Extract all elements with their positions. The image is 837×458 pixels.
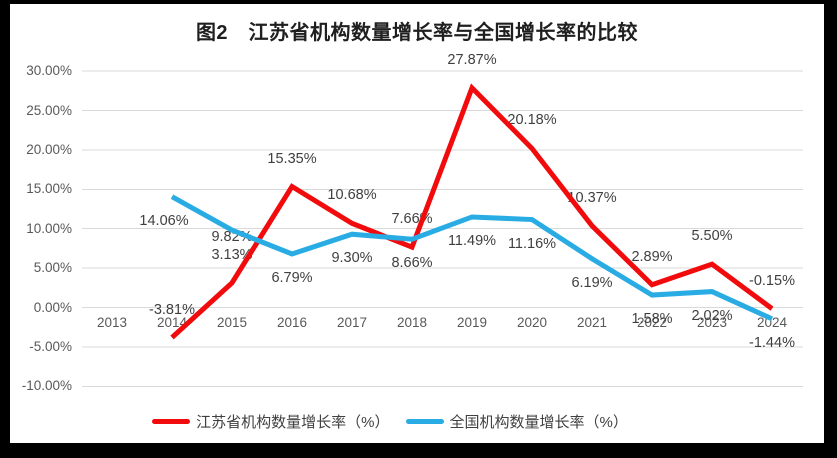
legend-item-national: 全国机构数量增长率（%） <box>405 411 628 432</box>
data-label: 5.50% <box>691 228 733 245</box>
y-tick-label: -5.00% <box>29 338 72 354</box>
legend: 江苏省机构数量增长率（%） 全国机构数量增长率（%） <box>0 411 797 432</box>
series-line-jiangsu <box>170 83 774 340</box>
legend-label-jiangsu: 江苏省机构数量增长率（%） <box>196 414 390 431</box>
data-label: 2.89% <box>631 248 673 265</box>
data-label: 6.19% <box>571 274 613 291</box>
data-label: 9.82% <box>211 229 253 246</box>
y-tick-label: 10.00% <box>26 220 72 236</box>
legend-line-red-icon <box>152 419 191 424</box>
chart-area: 图2 江苏省机构数量增长率与全国增长率的比较 30.00% 25.00% 20.00… <box>10 4 824 443</box>
x-tick-label: 2019 <box>456 315 488 330</box>
data-label: 20.18% <box>507 112 557 129</box>
data-label: 6.79% <box>271 269 313 286</box>
data-label: 2.02% <box>691 307 733 324</box>
data-label: -0.15% <box>749 272 795 289</box>
x-tick-label: 2018 <box>396 315 428 330</box>
data-label: -3.81% <box>149 301 195 318</box>
legend-label-national: 全国机构数量增长率（%） <box>449 414 628 431</box>
data-label: -1.44% <box>749 334 795 351</box>
y-tick-label: -10.00% <box>21 378 72 394</box>
legend-line-blue-icon <box>405 419 444 424</box>
data-label: 14.06% <box>139 212 189 229</box>
data-label: 15.35% <box>267 150 317 167</box>
data-label: 11.16% <box>507 235 557 252</box>
x-tick-label: 2020 <box>516 315 548 330</box>
y-tick-label: 20.00% <box>26 141 72 157</box>
data-label: 8.66% <box>391 255 433 272</box>
data-label: 10.68% <box>327 187 377 204</box>
y-tick-label: 15.00% <box>26 181 72 197</box>
x-tick-label: 2024 <box>756 315 788 330</box>
data-label: 7.66% <box>391 211 433 228</box>
y-tick-label: 0.00% <box>33 299 72 315</box>
data-label: 10.37% <box>567 189 617 206</box>
legend-item-jiangsu: 江苏省机构数量增长率（%） <box>152 411 390 432</box>
x-tick-label: 2017 <box>336 315 368 330</box>
data-label: 3.13% <box>211 246 253 263</box>
y-tick-label: 5.00% <box>33 260 72 276</box>
data-label: 27.87% <box>447 51 497 68</box>
y-tick-label: 30.00% <box>26 63 72 79</box>
chart-title: 图2 江苏省机构数量增长率与全国增长率的比较 <box>195 22 639 44</box>
x-tick-label: 2016 <box>276 315 308 330</box>
x-tick-label: 2021 <box>576 315 608 330</box>
x-tick-label: 2015 <box>216 315 248 330</box>
y-tick-label: 25.00% <box>26 102 72 118</box>
x-tick-label: 2013 <box>96 315 128 330</box>
